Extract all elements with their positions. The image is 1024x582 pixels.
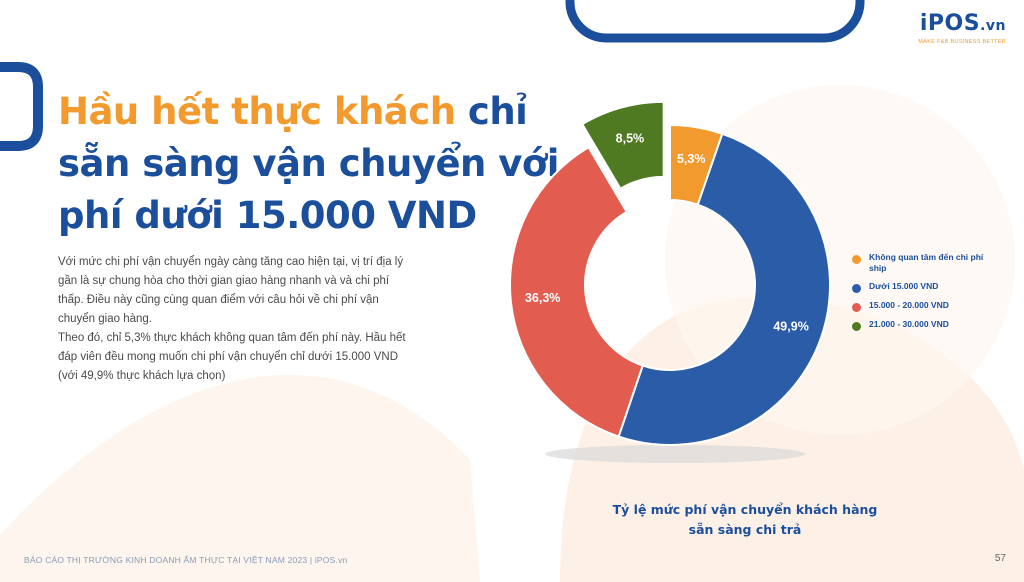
- legend-label: 15.000 - 20.000 VND: [869, 300, 949, 310]
- chart-legend: Không quan tâm đến chi phí ship Dưới 15.0…: [852, 252, 1002, 338]
- donut-chart: 5,3% 49,9% 36,3% 8,5%: [509, 100, 832, 447]
- legend-item-1: Không quan tâm đến chi phí ship: [852, 252, 1002, 274]
- donut-slice-4: [580, 100, 665, 191]
- legend-item-2: Dưới 15.000 VND: [852, 281, 1002, 293]
- slice-value-label-2: 49,9%: [773, 319, 808, 333]
- legend-swatch: [852, 255, 861, 264]
- legend-label: 21.000 - 30.000 VND: [869, 319, 949, 329]
- title-highlight: Hầu hết thực khách: [58, 90, 456, 133]
- ipos-logo: iPOS.vn MAKE F&B BUSINESS BETTER: [918, 11, 1006, 46]
- donut-slice-2: [617, 132, 832, 447]
- legend-label: Dưới 15.000 VND: [869, 281, 939, 291]
- legend-swatch: [852, 322, 861, 331]
- footer-text: BÁO CÁO THỊ TRƯỜNG KINH DOANH ẨM THỰC TẠ…: [24, 555, 348, 565]
- logo-suffix-text: .vn: [980, 18, 1006, 34]
- legend-swatch: [852, 284, 861, 293]
- donut-slice-3: [509, 145, 644, 438]
- body-paragraph-1: Với mức chi phí vận chuyển ngày càng tăn…: [58, 256, 404, 325]
- slice-value-label-1: 5,3%: [677, 152, 706, 166]
- body-text: Với mức chi phí vận chuyển ngày càng tăn…: [58, 253, 410, 386]
- slice-value-label-3: 36,3%: [525, 291, 560, 305]
- logo-tagline: MAKE F&B BUSINESS BETTER: [918, 39, 1006, 45]
- legend-item-4: 21.000 - 30.000 VND: [852, 319, 1002, 331]
- title-rest: chỉ sẵn sàng vận chuyển với phí dưới 15.…: [58, 90, 560, 237]
- logo-main-text: iPOS: [919, 11, 981, 36]
- legend-item-3: 15.000 - 20.000 VND: [852, 300, 1002, 312]
- slice-value-label-4: 8,5%: [616, 131, 645, 145]
- legend-swatch: [852, 303, 861, 312]
- page-title: Hầu hết thực khách chỉ sẵn sàng vận chuy…: [58, 86, 578, 242]
- chart-caption: Tỷ lệ mức phí vận chuyển khách hàng sẵn …: [612, 502, 878, 537]
- legend-label: Không quan tâm đến chi phí ship: [869, 252, 984, 273]
- body-paragraph-2: Theo đó, chỉ 5,3% thực khách không quan …: [58, 332, 406, 382]
- page-number: 57: [994, 553, 1006, 564]
